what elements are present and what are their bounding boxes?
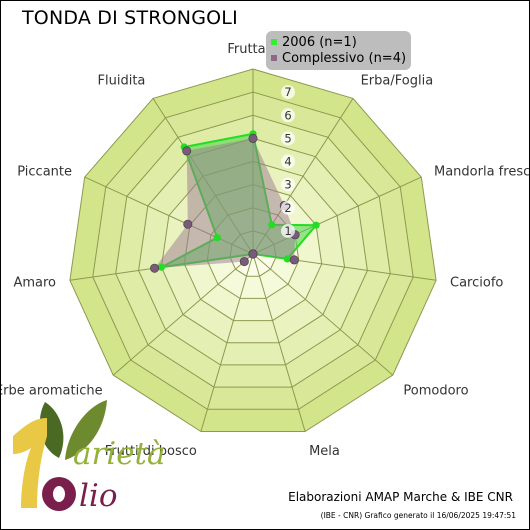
axis-label: Frutti di bosco [105,444,197,459]
grid-spoke [112,253,254,376]
axis-label: Carciofo [450,275,503,290]
legend-label-2006: 2006 (n=1) [282,35,357,50]
tick-bg [281,131,295,146]
data-point-complessivo [289,255,299,265]
axis-label: Amaro [13,275,56,290]
axis-label: Fluidita [98,74,146,89]
legend-label-complessivo: Complessivo (n=4) [282,51,407,66]
data-point-complessivo [239,257,249,267]
logo-text-varieta: arietà [73,436,166,472]
tick-label: 7 [284,85,291,99]
grid-spoke [252,253,394,376]
data-point-2006 [268,221,276,229]
axis-label: Erbe aromatiche [1,383,103,398]
tick-bg [281,200,295,215]
tick-label: 2 [284,201,291,215]
series-area-complessivo [154,138,296,269]
chart-title: TONDA DI STRONGOLI [22,7,238,29]
data-point-complessivo [150,263,160,273]
tick-label: 3 [284,178,291,192]
data-point-2006 [312,221,320,229]
tick-bg [281,154,295,169]
footer-credit: Elaborazioni AMAP Marche & IBE CNR [288,490,513,504]
data-point-complessivo [248,249,258,259]
axis-label: Pomodoro [403,383,468,398]
logo-olive-highlight [53,486,65,502]
data-point-2006 [213,234,221,242]
axis-label: Mela [309,444,340,459]
legend-swatch-complessivo [271,54,277,61]
tick-bg [281,108,295,123]
footer-generated: (IBE - CNR) Grafico generato il 16/06/20… [320,511,516,520]
grid-spoke [252,253,306,432]
tick-bg [281,177,295,192]
grid-spoke [200,253,254,432]
data-point-complessivo [183,219,193,229]
series-layer [150,130,320,273]
tick-label: 1 [284,224,291,238]
tick-bg [281,223,295,238]
logo-text-olio: lio [79,478,118,514]
tick-label: 5 [284,131,291,145]
tick-labels: 1 2 3 4 5 6 7 [281,85,295,238]
legend-item-complessivo: Complessivo (n=4) [271,51,406,66]
varieta-olio-logo: arietà lio [13,400,166,514]
legend-swatch-2006 [271,38,277,45]
axis-label: Mandorla fresca [434,164,529,179]
axis-label: Piccante [17,164,72,179]
legend-item-2006: 2006 (n=1) [271,35,357,50]
data-point-2006 [157,263,165,271]
logo-leaf-right [65,400,107,460]
data-point-2006 [283,255,291,263]
data-point-complessivo [182,146,192,156]
tick-label: 6 [284,108,291,122]
axis-label: Erba/Foglia [361,74,434,89]
axis-label: Fruttato [227,42,278,57]
logo-number-one [13,418,47,508]
logo-leaf-left [39,402,64,458]
data-point-complessivo [248,133,258,143]
legend: 2006 (n=1) Complessivo (n=4) [266,31,411,70]
tick-bg [281,85,295,100]
axis-labels: Fruttato Erba/Foglia Mandorla fresca Carcio… [1,42,529,459]
tick-label: 4 [284,155,291,169]
